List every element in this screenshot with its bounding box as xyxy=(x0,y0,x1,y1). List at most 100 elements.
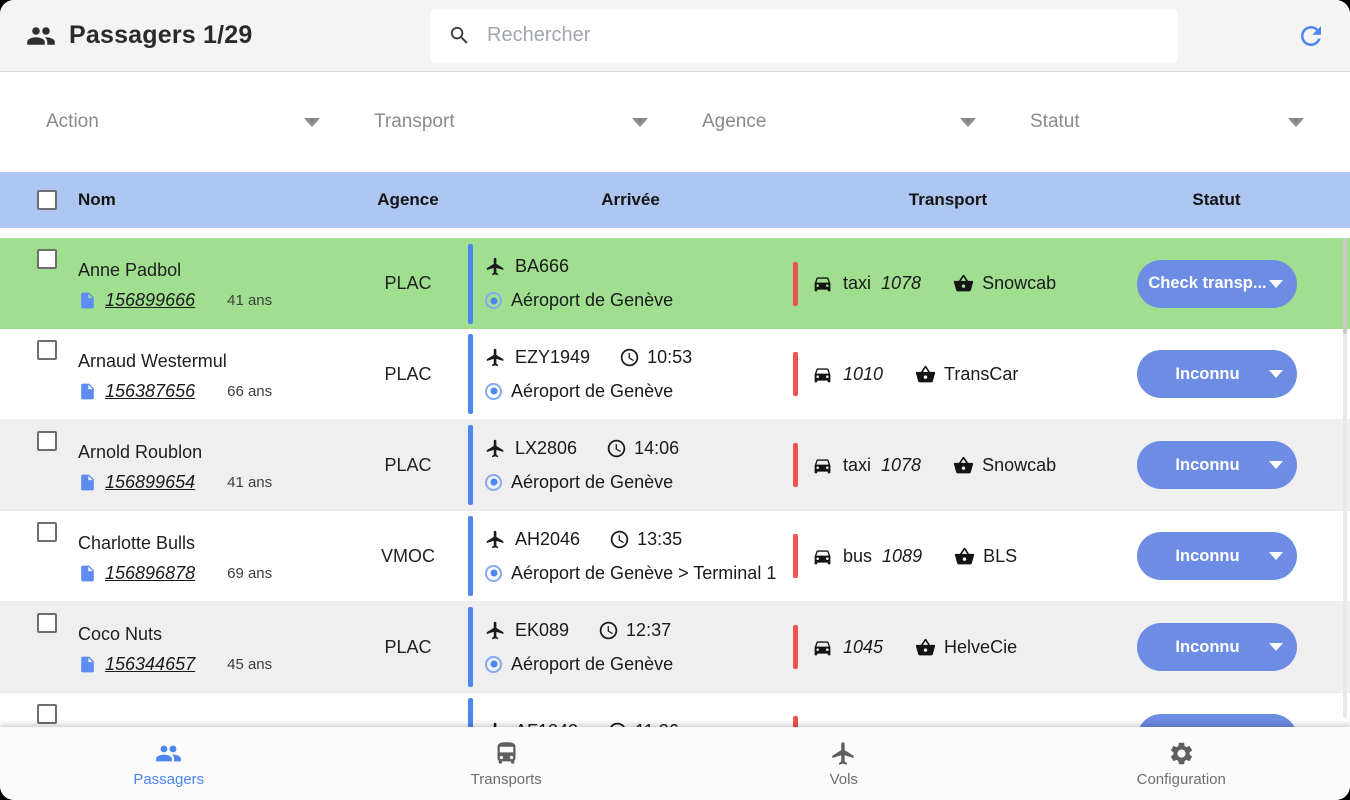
basket-icon xyxy=(915,638,936,655)
table-row[interactable]: Anne Padbol 156899666 41 ans PLAC BA666 … xyxy=(0,238,1350,329)
table-row[interactable]: Coco Nuts 156344657 45 ans PLAC EK089 12… xyxy=(0,602,1350,693)
arrival-time: 14:06 xyxy=(634,437,680,458)
document-number-link[interactable]: 156896878 xyxy=(105,562,196,583)
agency-code: PLAC xyxy=(384,273,432,293)
document-number-link[interactable]: 156899666 xyxy=(105,290,196,310)
search-icon xyxy=(450,26,468,44)
search-input[interactable] xyxy=(487,24,1160,47)
chevron-down-icon xyxy=(1268,461,1283,469)
clock-icon xyxy=(610,530,629,548)
arrival-time: 11:36 xyxy=(635,721,679,727)
status-dropdown-button[interactable]: Inconnu xyxy=(1136,350,1297,398)
status-dropdown-button[interactable]: Check transp... xyxy=(1136,259,1297,308)
nav-label: Transports xyxy=(470,770,542,788)
flight-number: AH2046 xyxy=(515,528,581,549)
transport-cell: taxi 1078 Snowcab xyxy=(793,261,1103,306)
plane-icon xyxy=(486,257,504,276)
passenger-name: Arnaud Westermul xyxy=(78,350,227,371)
status-label: Inconnu xyxy=(1175,455,1240,474)
filter-status[interactable]: Statut xyxy=(1028,105,1306,139)
status-dropdown-button[interactable]: Inconnu xyxy=(1136,532,1297,580)
chevron-down-icon xyxy=(632,117,648,127)
row-checkbox[interactable] xyxy=(37,704,57,724)
table-row[interactable]: Arnold Roublon 156899654 41 ans PLAC LX2… xyxy=(0,420,1350,511)
table-row[interactable]: Charlotte Bulls 156896878 69 ans VMOC AH… xyxy=(0,511,1350,602)
nav-item-transports[interactable]: Transports xyxy=(338,727,676,800)
flight-number: LX2806 xyxy=(515,437,578,458)
chevron-down-icon xyxy=(1288,117,1304,127)
refresh-button[interactable] xyxy=(1296,21,1326,51)
title-wrap: Passagers 1/29 xyxy=(26,21,430,51)
transport-type: bus xyxy=(843,545,873,566)
status-label: Inconnu xyxy=(1175,546,1240,565)
passenger-age: 45 ans xyxy=(227,655,273,673)
column-header-arrival: Arrivée xyxy=(601,190,660,209)
filter-action[interactable]: Action xyxy=(44,105,322,139)
bottom-navigation: Passagers Transports Vols Configuration xyxy=(0,727,1350,800)
transport-company: BLS xyxy=(983,545,1018,566)
nav-item-configuration[interactable]: Configuration xyxy=(1013,727,1350,800)
column-header-agency: Agence xyxy=(377,190,439,209)
transport-company: HelveCie xyxy=(944,636,1018,657)
agency-code: PLAC xyxy=(384,454,432,475)
passenger-age: 66 ans xyxy=(227,382,273,400)
scrollbar-thumb[interactable] xyxy=(1343,238,1347,334)
plane-icon xyxy=(486,348,504,366)
transport-type: taxi xyxy=(843,273,872,293)
status-dropdown-button[interactable]: Inconnu xyxy=(1136,441,1297,489)
document-number-link[interactable]: 156344657 xyxy=(105,653,196,674)
clock-icon xyxy=(610,722,626,727)
document-number-link[interactable]: 156899654 xyxy=(105,471,196,492)
status-dropdown-button[interactable] xyxy=(1136,714,1297,727)
agency-code: PLAC xyxy=(384,636,432,657)
clock-icon xyxy=(599,621,618,639)
document-icon xyxy=(81,474,94,490)
name-cell: Anne Padbol 156899666 41 ans xyxy=(78,256,348,311)
car-icon xyxy=(814,277,831,292)
document-number-link[interactable]: 156387656 xyxy=(105,380,196,401)
car-icon xyxy=(814,458,831,473)
arrival-airport: Aéroport de Genève xyxy=(511,380,674,401)
agency-code: PLAC xyxy=(384,363,432,384)
status-label: Check transp... xyxy=(1148,274,1267,292)
chevron-down-icon xyxy=(1268,279,1283,288)
filter-transport[interactable]: Transport xyxy=(372,105,650,139)
table-row[interactable]: Arnaud Westermul 156387656 66 ans PLAC E… xyxy=(0,329,1350,420)
arrival-cell: BA666 Aéroport de Genève xyxy=(468,243,793,324)
row-checkbox[interactable] xyxy=(37,522,57,542)
nav-item-vols[interactable]: Vols xyxy=(675,727,1013,800)
flight-number: AF1842 xyxy=(515,721,578,727)
nav-label: Configuration xyxy=(1136,770,1226,788)
nav-label: Vols xyxy=(829,770,858,788)
nav-item-passagers[interactable]: Passagers xyxy=(0,727,338,800)
row-checkbox[interactable] xyxy=(37,340,57,360)
filter-agency-label: Agence xyxy=(702,111,767,132)
table-row[interactable]: Corine Denuche AF1842 11:36 xyxy=(0,693,1350,727)
filter-action-label: Action xyxy=(46,111,99,132)
passenger-age: 69 ans xyxy=(227,564,273,582)
nav-label: Passagers xyxy=(133,770,205,788)
chevron-down-icon xyxy=(1268,552,1283,560)
column-header-transport: Transport xyxy=(908,190,988,209)
location-icon xyxy=(485,473,502,491)
filter-agency[interactable]: Agence xyxy=(700,105,978,139)
location-icon xyxy=(485,382,502,400)
car-icon xyxy=(814,549,831,564)
row-checkbox[interactable] xyxy=(37,249,57,269)
select-all-checkbox[interactable] xyxy=(37,190,57,210)
basket-icon xyxy=(953,274,974,292)
bus-icon xyxy=(497,741,516,764)
scrollbar-track[interactable] xyxy=(1343,238,1347,718)
table-header: Nom Agence Arrivée Transport Statut xyxy=(0,172,1350,228)
passenger-age: 41 ans xyxy=(227,473,273,491)
clock-icon xyxy=(607,439,626,457)
status-dropdown-button[interactable]: Inconnu xyxy=(1136,623,1297,671)
row-checkbox[interactable] xyxy=(37,613,57,633)
arrival-airport: Aéroport de Genève xyxy=(511,653,674,674)
row-checkbox[interactable] xyxy=(37,431,57,451)
flight-number: BA666 xyxy=(515,256,570,276)
chevron-down-icon xyxy=(304,117,320,127)
status-label: Inconnu xyxy=(1175,637,1240,656)
top-app-bar: Passagers 1/29 xyxy=(0,0,1350,72)
